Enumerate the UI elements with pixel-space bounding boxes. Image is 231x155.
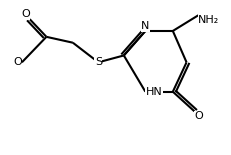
Text: HN: HN	[145, 87, 162, 97]
Text: O: O	[13, 57, 22, 67]
Text: O: O	[195, 111, 203, 121]
Text: O: O	[21, 9, 30, 19]
Text: NH₂: NH₂	[198, 15, 219, 25]
Text: N: N	[141, 21, 150, 31]
Text: S: S	[95, 57, 102, 67]
